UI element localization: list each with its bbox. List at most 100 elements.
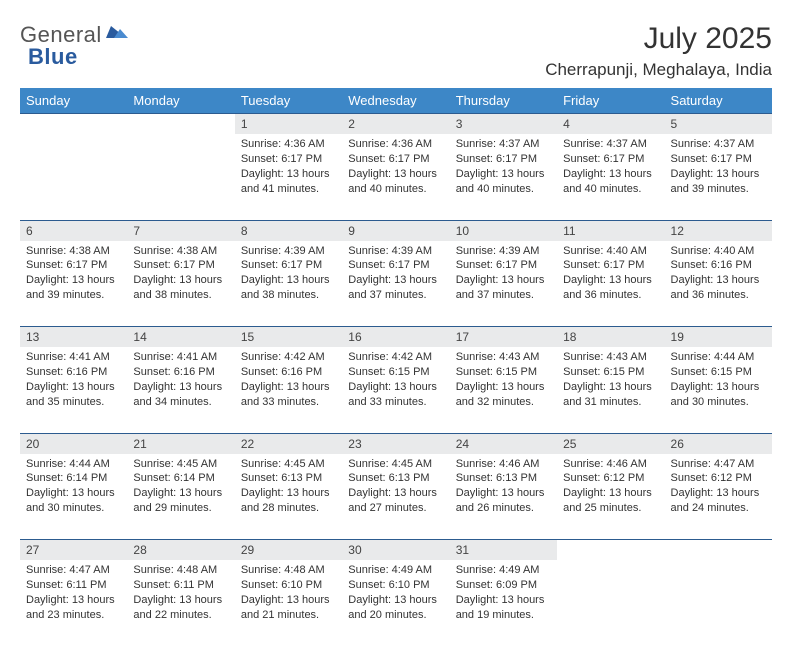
sunset-line: Sunset: 6:15 PM: [563, 365, 658, 380]
day-number: 2: [342, 114, 449, 134]
weekday-header: Wednesday: [342, 88, 449, 114]
day-cell: Sunrise: 4:38 AMSunset: 6:17 PMDaylight:…: [20, 241, 127, 309]
flag-icon: [106, 24, 128, 47]
weekday-header-row: Sunday Monday Tuesday Wednesday Thursday…: [20, 88, 772, 114]
day-cell: Sunrise: 4:44 AMSunset: 6:15 PMDaylight:…: [665, 347, 772, 415]
day-cell: Sunrise: 4:39 AMSunset: 6:17 PMDaylight:…: [342, 241, 449, 309]
sunset-line: Sunset: 6:14 PM: [133, 471, 228, 486]
sunrise-line: Sunrise: 4:41 AM: [26, 350, 121, 365]
daylight-line: Daylight: 13 hours and 34 minutes.: [133, 380, 228, 410]
sunset-line: Sunset: 6:16 PM: [241, 365, 336, 380]
day-number: 3: [450, 114, 557, 134]
header: General July 2025 Cherrapunji, Meghalaya…: [20, 22, 772, 80]
sunset-line: Sunset: 6:15 PM: [671, 365, 766, 380]
daylight-line: Daylight: 13 hours and 39 minutes.: [671, 167, 766, 197]
day-cell: Sunrise: 4:46 AMSunset: 6:13 PMDaylight:…: [450, 454, 557, 522]
daylight-line: Daylight: 13 hours and 30 minutes.: [671, 380, 766, 410]
day-number: 4: [557, 114, 664, 134]
sunrise-line: Sunrise: 4:49 AM: [456, 563, 551, 578]
weekday-header: Sunday: [20, 88, 127, 114]
sunrise-line: Sunrise: 4:40 AM: [563, 244, 658, 259]
day-number: 18: [557, 327, 664, 347]
sunrise-line: Sunrise: 4:43 AM: [456, 350, 551, 365]
day-cell: Sunrise: 4:42 AMSunset: 6:16 PMDaylight:…: [235, 347, 342, 415]
daylight-line: Daylight: 13 hours and 28 minutes.: [241, 486, 336, 516]
daylight-line: Daylight: 13 hours and 38 minutes.: [133, 273, 228, 303]
day-number: 26: [665, 434, 772, 454]
sunset-line: Sunset: 6:17 PM: [563, 152, 658, 167]
day-number: [665, 540, 772, 546]
sunset-line: Sunset: 6:09 PM: [456, 578, 551, 593]
daylight-line: Daylight: 13 hours and 40 minutes.: [563, 167, 658, 197]
calendar-table: Sunday Monday Tuesday Wednesday Thursday…: [20, 88, 772, 646]
day-cell: Sunrise: 4:46 AMSunset: 6:12 PMDaylight:…: [557, 454, 664, 522]
day-cell: Sunrise: 4:42 AMSunset: 6:15 PMDaylight:…: [342, 347, 449, 415]
sunset-line: Sunset: 6:17 PM: [671, 152, 766, 167]
sunset-line: Sunset: 6:17 PM: [241, 258, 336, 273]
day-cell: Sunrise: 4:36 AMSunset: 6:17 PMDaylight:…: [342, 134, 449, 202]
day-cell: Sunrise: 4:45 AMSunset: 6:14 PMDaylight:…: [127, 454, 234, 522]
day-cell: Sunrise: 4:41 AMSunset: 6:16 PMDaylight:…: [127, 347, 234, 415]
day-number: 16: [342, 327, 449, 347]
day-cell: Sunrise: 4:37 AMSunset: 6:17 PMDaylight:…: [450, 134, 557, 202]
day-cell: Sunrise: 4:39 AMSunset: 6:17 PMDaylight:…: [235, 241, 342, 309]
daylight-line: Daylight: 13 hours and 39 minutes.: [26, 273, 121, 303]
day-cell: Sunrise: 4:40 AMSunset: 6:17 PMDaylight:…: [557, 241, 664, 309]
sunset-line: Sunset: 6:17 PM: [26, 258, 121, 273]
sunrise-line: Sunrise: 4:37 AM: [671, 137, 766, 152]
sunrise-line: Sunrise: 4:38 AM: [133, 244, 228, 259]
content-row: Sunrise: 4:38 AMSunset: 6:17 PMDaylight:…: [20, 241, 772, 327]
sunrise-line: Sunrise: 4:45 AM: [133, 457, 228, 472]
sunrise-line: Sunrise: 4:39 AM: [456, 244, 551, 259]
daylight-line: Daylight: 13 hours and 33 minutes.: [241, 380, 336, 410]
daylight-line: Daylight: 13 hours and 40 minutes.: [456, 167, 551, 197]
sunset-line: Sunset: 6:15 PM: [456, 365, 551, 380]
day-number: 15: [235, 327, 342, 347]
sunset-line: Sunset: 6:17 PM: [348, 152, 443, 167]
day-cell: Sunrise: 4:45 AMSunset: 6:13 PMDaylight:…: [235, 454, 342, 522]
day-number: 9: [342, 221, 449, 241]
day-number: 30: [342, 540, 449, 560]
sunrise-line: Sunrise: 4:44 AM: [26, 457, 121, 472]
sunset-line: Sunset: 6:12 PM: [671, 471, 766, 486]
daylight-line: Daylight: 13 hours and 32 minutes.: [456, 380, 551, 410]
daynum-row: 12345: [20, 114, 772, 135]
sunset-line: Sunset: 6:16 PM: [133, 365, 228, 380]
sunrise-line: Sunrise: 4:42 AM: [348, 350, 443, 365]
daylight-line: Daylight: 13 hours and 29 minutes.: [133, 486, 228, 516]
daylight-line: Daylight: 13 hours and 38 minutes.: [241, 273, 336, 303]
day-cell: Sunrise: 4:39 AMSunset: 6:17 PMDaylight:…: [450, 241, 557, 309]
day-number: 7: [127, 221, 234, 241]
day-number: 1: [235, 114, 342, 134]
daylight-line: Daylight: 13 hours and 41 minutes.: [241, 167, 336, 197]
sunrise-line: Sunrise: 4:49 AM: [348, 563, 443, 578]
weekday-header: Friday: [557, 88, 664, 114]
sunrise-line: Sunrise: 4:47 AM: [26, 563, 121, 578]
day-cell: Sunrise: 4:48 AMSunset: 6:11 PMDaylight:…: [127, 560, 234, 628]
daylight-line: Daylight: 13 hours and 35 minutes.: [26, 380, 121, 410]
day-number: 8: [235, 221, 342, 241]
daylight-line: Daylight: 13 hours and 22 minutes.: [133, 593, 228, 623]
day-number: 23: [342, 434, 449, 454]
sunset-line: Sunset: 6:15 PM: [348, 365, 443, 380]
day-number: 6: [20, 221, 127, 241]
daylight-line: Daylight: 13 hours and 36 minutes.: [671, 273, 766, 303]
day-cell: Sunrise: 4:47 AMSunset: 6:11 PMDaylight:…: [20, 560, 127, 628]
day-number: 22: [235, 434, 342, 454]
daylight-line: Daylight: 13 hours and 27 minutes.: [348, 486, 443, 516]
day-number: 29: [235, 540, 342, 560]
daylight-line: Daylight: 13 hours and 20 minutes.: [348, 593, 443, 623]
day-number: 11: [557, 221, 664, 241]
day-number: [127, 114, 234, 120]
day-number: 5: [665, 114, 772, 134]
sunset-line: Sunset: 6:17 PM: [133, 258, 228, 273]
day-number: 12: [665, 221, 772, 241]
day-number: [557, 540, 664, 546]
weekday-header: Saturday: [665, 88, 772, 114]
day-number: 13: [20, 327, 127, 347]
day-number: 17: [450, 327, 557, 347]
day-number: 21: [127, 434, 234, 454]
daylight-line: Daylight: 13 hours and 36 minutes.: [563, 273, 658, 303]
day-cell: Sunrise: 4:41 AMSunset: 6:16 PMDaylight:…: [20, 347, 127, 415]
sunrise-line: Sunrise: 4:36 AM: [241, 137, 336, 152]
